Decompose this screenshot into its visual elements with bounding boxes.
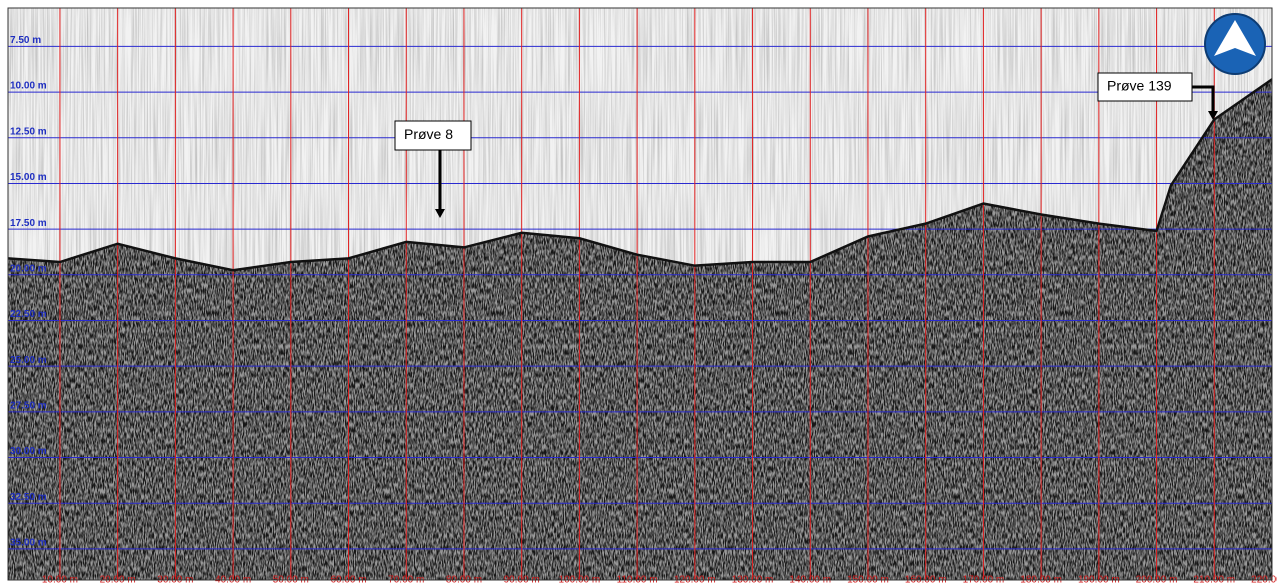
y-tick-label: 12.50 m xyxy=(10,126,47,137)
y-tick-label: 15.00 m xyxy=(10,172,47,183)
annotation-text: Prøve 8 xyxy=(404,126,453,142)
y-tick-label: 35.00 m xyxy=(10,538,47,549)
y-tick-label: 22.50 m xyxy=(10,309,47,320)
arrow-head xyxy=(1208,111,1218,120)
arrow-head xyxy=(435,209,445,218)
plot-area xyxy=(8,8,1272,580)
logo-arrow xyxy=(1214,20,1256,56)
y-tick-label: 10.00 m xyxy=(10,81,47,92)
y-tick-label: 20.00 m xyxy=(10,263,47,274)
annotation-box xyxy=(394,120,472,151)
y-tick-label: 30.00 m xyxy=(10,446,47,457)
sediment-texture xyxy=(8,79,1272,580)
y-tick-label: 17.50 m xyxy=(10,218,47,229)
annotation-text: Prøve 139 xyxy=(1107,78,1172,94)
y-tick-label: 25.00 m xyxy=(10,355,47,366)
y-tick-label: 27.50 m xyxy=(10,401,47,412)
annotation-arrow xyxy=(1192,85,1215,112)
y-tick-label: 32.50 m xyxy=(10,492,47,503)
frame xyxy=(7,7,1273,581)
y-tick-label: 7.50 m xyxy=(10,35,41,46)
seabed-line xyxy=(8,78,1272,272)
logo xyxy=(1204,13,1266,75)
